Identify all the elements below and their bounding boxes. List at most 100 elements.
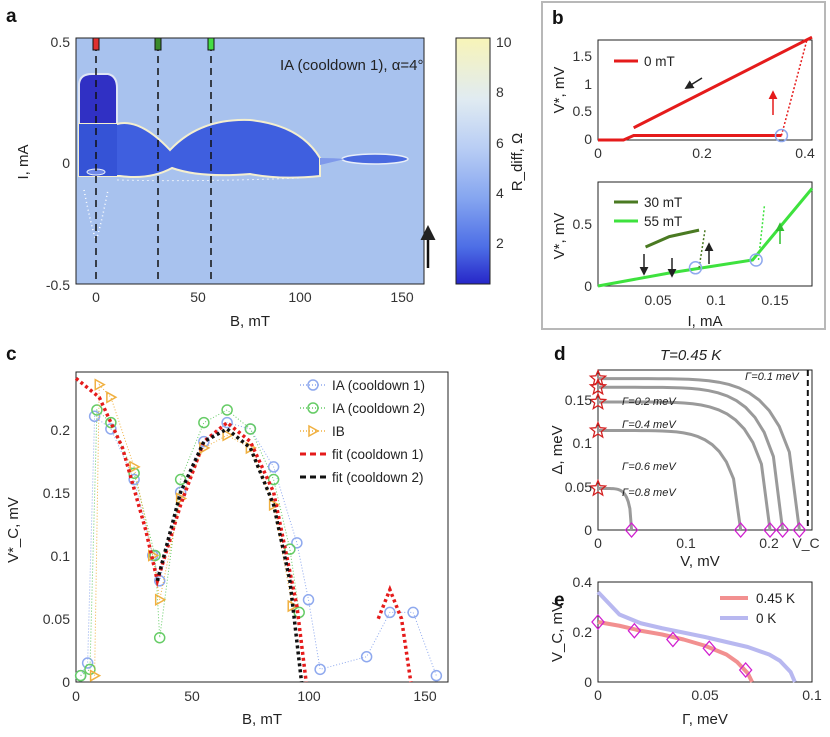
bt-ytick-1: 0.5: [573, 103, 593, 119]
c-xtick-0: 0: [72, 688, 80, 704]
b-top-plot: [598, 35, 813, 143]
c-legend-1: IA (cooldown 2): [332, 401, 425, 416]
c-point-2-5: [154, 593, 167, 607]
e-xtick-1: 0.05: [691, 687, 718, 703]
d-curve-3: [598, 429, 743, 531]
panel-c-label: c: [6, 344, 17, 365]
panel-e-label: e: [554, 590, 565, 611]
cb-tick-1: 8: [496, 84, 504, 100]
bb-ylabel: V*, mV: [551, 213, 568, 260]
c-point-1-3: [105, 416, 117, 429]
c-point-1-10: [244, 423, 257, 435]
cb-tick-2: 6: [496, 135, 504, 151]
d-plot: [588, 368, 809, 538]
d-curve-0: [598, 377, 801, 531]
e-legend-0: 0.45 K: [756, 591, 795, 606]
b-bottom-jump-55: [757, 205, 766, 261]
d-curve-2: [598, 400, 772, 531]
c-series-line-2: [94, 383, 293, 676]
d-gamma-1: Γ=0.2 meV: [622, 396, 677, 408]
panel-d: d T=0.45 K Γ=0.1 meV Γ=0.2 meV Γ=0.4 meV…: [549, 344, 820, 570]
d-star-2: [588, 392, 608, 410]
bb-legend-0: 30 mT: [644, 195, 682, 210]
c-point-2-10: [268, 498, 281, 512]
d-diamond-3: [733, 522, 748, 538]
c-legend-0: IA (cooldown 1): [332, 378, 425, 393]
c-point-1-4: [128, 467, 140, 479]
heatmap-main-lobes: [78, 118, 321, 179]
c-xtick-2: 100: [297, 688, 321, 704]
bt-xtick-2: 0.4: [795, 145, 815, 161]
d-ytick-1: 0.05: [565, 479, 592, 495]
bt-arrow-down: [684, 77, 703, 89]
c-point-2-3: [129, 460, 141, 474]
e-marker-2: [666, 631, 680, 648]
c-fit-3-seg-0: [74, 376, 308, 683]
e-marker-0: [591, 614, 605, 630]
bt-ytick-3: 1.5: [573, 48, 593, 64]
d-gamma-0: Γ=0.1 meV: [745, 371, 800, 383]
c-point-0-4: [128, 473, 140, 486]
c-plot: [74, 376, 443, 683]
c-point-0-12: [291, 537, 303, 549]
d-ytick-3: 0.15: [565, 392, 592, 408]
d-xtick-vc: V_C: [792, 535, 819, 551]
c-point-1-8: [198, 416, 210, 429]
c-legend-3: fit (cooldown 1): [332, 447, 424, 462]
d-diamond-2: [763, 522, 777, 538]
d-gamma-4: Γ=0.8 meV: [622, 487, 677, 499]
colorbar-label: R_diff, Ω: [509, 133, 526, 191]
d-star-0: [588, 368, 608, 387]
d-xtick-0: 0: [594, 535, 602, 551]
marker-flag-0mT: [92, 37, 100, 51]
c-ytick-3: 0.15: [43, 485, 70, 501]
bt-legend-0: 0 mT: [644, 54, 675, 69]
panel-b-box: [541, 1, 826, 330]
d-star-4: [588, 478, 608, 497]
b-top-switch-marker: [774, 128, 789, 143]
e-series-1: [596, 590, 797, 683]
c-ylabel: V*_C, mV: [5, 497, 22, 563]
c-point-1-0: [74, 669, 87, 682]
b-bottom-jump-30: [698, 229, 706, 268]
bb-legend-1: 55 mT: [644, 214, 682, 229]
c-point-2-8: [222, 428, 234, 442]
c-legend-marker-2: [308, 424, 320, 438]
c-point-0-2: [88, 410, 101, 423]
bb-ytick-0: 0: [584, 278, 592, 294]
e-xtick-0: 0: [594, 687, 602, 703]
c-point-0-16: [384, 606, 396, 619]
b-bottom-frame: [597, 181, 813, 287]
e-plot: [591, 590, 797, 683]
c-point-1-7: [174, 473, 187, 486]
b-top-frame: [597, 39, 813, 141]
c-point-0-17: [407, 606, 419, 619]
b-top-series-0: [598, 134, 782, 142]
heatmap-tail: [83, 189, 109, 243]
d-title: T=0.45 K: [660, 347, 722, 364]
d-ytick-0: 0: [584, 522, 592, 538]
b-top-series-1: [632, 35, 813, 130]
c-frame: [75, 371, 449, 683]
c-point-0-11: [267, 461, 280, 473]
c-point-1-2: [91, 404, 103, 416]
d-diamond-4: [624, 522, 639, 538]
bb-xlabel: I, mA: [687, 313, 722, 330]
c-point-1-12: [284, 543, 296, 555]
d-xtick-1: 0.1: [676, 535, 696, 551]
c-point-2-11: [287, 599, 299, 613]
e-frame: [597, 581, 813, 683]
e-ytick-1: 0.2: [573, 624, 593, 640]
marker-flag-55mT: [207, 37, 215, 51]
c-fit-4-seg-0: [155, 426, 304, 683]
c-point-0-1: [81, 657, 94, 669]
heatmap-lower-ridge: [116, 177, 301, 182]
bt-ylabel: V*, mV: [551, 67, 568, 114]
c-point-0-14: [314, 663, 326, 676]
e-xtick-2: 0.1: [802, 687, 822, 703]
c-point-0-8: [198, 435, 210, 448]
c-point-1-11: [267, 473, 280, 486]
panel-b: b 0 0.5 1 1.5 0 0.2 0.4 V*, mV 0 mT 0 0.…: [541, 1, 826, 330]
d-diamond-0: [792, 522, 807, 538]
